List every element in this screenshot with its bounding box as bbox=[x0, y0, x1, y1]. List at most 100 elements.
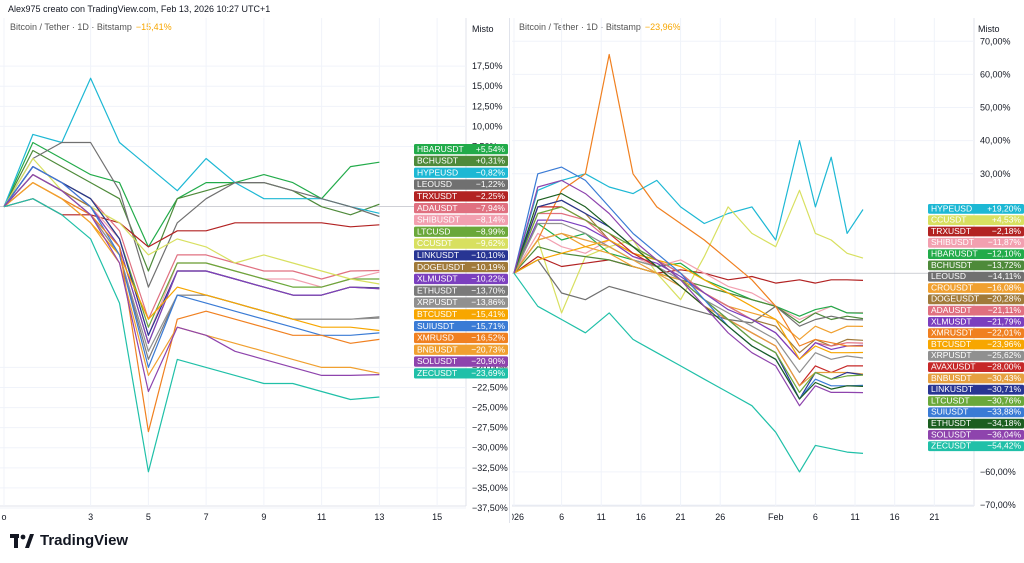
right-series-label-bg bbox=[928, 441, 1024, 452]
left-series-label-dogeusdt[interactable]: DOGEUSDT −10,19% bbox=[414, 262, 508, 273]
left-series-label-zecusdt[interactable]: ZECUSDT −23,69% bbox=[414, 368, 508, 379]
right-series-label-dogeusdt[interactable]: DOGEUSDT −20,28% bbox=[928, 294, 1024, 305]
left-series-value: −0,82% bbox=[476, 167, 506, 177]
right-series-label-zecusdt[interactable]: ZECUSDT −54,42% bbox=[928, 441, 1024, 452]
right-y-tick-label: 70,00% bbox=[980, 36, 1011, 46]
right-series-label-crousdt[interactable]: CROUSDT −16,08% bbox=[928, 282, 1024, 293]
left-series-label-bg bbox=[414, 203, 508, 214]
right-series-ccusdt[interactable] bbox=[513, 189, 864, 314]
right-series-name: XMRUSDT bbox=[931, 328, 973, 338]
left-series-trxusdt[interactable] bbox=[3, 198, 380, 248]
left-series-label-bnbusdt[interactable]: BNBUSDT −20,73% bbox=[414, 344, 508, 355]
left-series-label-xlmusdt[interactable]: XLMUSDT −10,22% bbox=[414, 274, 508, 285]
left-series-name: ETHUSDT bbox=[417, 285, 457, 295]
right-series-label-btcusdt[interactable]: BTCUSDT −23,96% bbox=[928, 339, 1024, 350]
left-series-label-bg bbox=[414, 144, 508, 155]
right-series-label-bnbusdt[interactable]: BNBUSDT −30,43% bbox=[928, 373, 1024, 384]
left-series-linkusdt[interactable] bbox=[3, 166, 380, 336]
right-series-label-bg bbox=[928, 418, 1024, 429]
left-chart-pane[interactable]: Bitcoin / Tether · 1D · Bitstamp −15,41% … bbox=[0, 0, 508, 530]
left-series-label-hypeusd[interactable]: HYPEUSD −0,82% bbox=[414, 167, 508, 178]
left-series-leousd[interactable] bbox=[3, 141, 380, 288]
right-chart-pane[interactable]: Bitcoin / Tether · 1D · Bitstamp −23,96% … bbox=[512, 0, 1024, 530]
left-series-label-hbarusdt[interactable]: HBARUSDT +5,54% bbox=[414, 144, 508, 155]
right-series-label-avaxusdt[interactable]: AVAXUSDT −28,00% bbox=[928, 362, 1024, 373]
footer-logo[interactable]: TradingView bbox=[10, 532, 128, 549]
left-series-ccusdt[interactable] bbox=[3, 157, 380, 285]
left-series-label-bg bbox=[414, 214, 508, 226]
left-series-label-bg bbox=[414, 226, 508, 237]
right-series-bchusdt[interactable] bbox=[513, 246, 864, 324]
right-scale-mode[interactable]: Misto bbox=[978, 24, 1000, 34]
right-series-label-bchusdt[interactable]: BCHUSDT −13,72% bbox=[928, 260, 1024, 271]
left-series-label-ccusdt[interactable]: CCUSDT −9,62% bbox=[414, 238, 508, 249]
left-series-label-trxusdt[interactable]: TRXUSDT −2,25% bbox=[414, 191, 508, 202]
left-series-value: −13,86% bbox=[471, 297, 505, 307]
right-series-label-hypeusd[interactable]: HYPEUSD +19,20% bbox=[928, 203, 1024, 214]
left-series-label-xrpusdt[interactable]: XRPUSDT −13,86% bbox=[414, 297, 508, 308]
left-series-label-bg bbox=[414, 356, 508, 367]
right-series-label-xmrusdt[interactable]: XMRUSDT −22,01% bbox=[928, 328, 1024, 339]
right-series-value: −30,71% bbox=[987, 384, 1021, 394]
right-series-leousd[interactable] bbox=[513, 259, 864, 327]
right-series-label-xrpusdt[interactable]: XRPUSDT −25,62% bbox=[928, 350, 1024, 361]
left-series-label-leousd[interactable]: LEOUSD −1,22% bbox=[414, 179, 508, 190]
left-y-tick-label: 10,00% bbox=[472, 121, 503, 131]
right-series-shibusdt[interactable] bbox=[513, 232, 864, 321]
right-series-label-shibusdt[interactable]: SHIBUSDT −11,87% bbox=[928, 237, 1024, 248]
left-series-btcusdt[interactable] bbox=[3, 182, 380, 332]
left-series-label-ethusdt[interactable]: ETHUSDT −13,70% bbox=[414, 285, 508, 296]
right-series-label-suiusdt[interactable]: SUIUSDT −33,88% bbox=[928, 407, 1024, 418]
left-series-value: −20,90% bbox=[471, 356, 505, 366]
left-series-label-bchusdt[interactable]: BCHUSDT +0,31% bbox=[414, 156, 508, 167]
right-series-name: LTCUSDT bbox=[931, 395, 970, 405]
left-series-zecusdt[interactable] bbox=[3, 198, 380, 473]
left-scale-mode[interactable]: Misto bbox=[472, 24, 494, 34]
left-series-xmrusd[interactable] bbox=[3, 182, 380, 433]
right-series-bnbusdt[interactable] bbox=[513, 232, 864, 387]
right-series-linkusdt[interactable] bbox=[513, 199, 864, 400]
right-series-label-bg bbox=[928, 294, 1024, 305]
right-series-suiusdt[interactable] bbox=[513, 166, 864, 400]
right-series-label-ccusdt[interactable]: CCUSDT +4,53% bbox=[928, 215, 1024, 226]
right-series-btcusdt[interactable] bbox=[513, 239, 864, 360]
left-y-tick-label: −25,00% bbox=[472, 403, 508, 413]
left-series-value: +0,31% bbox=[476, 156, 506, 166]
left-series-dogeusdt[interactable] bbox=[3, 174, 380, 344]
right-series-value: −34,18% bbox=[987, 418, 1021, 428]
left-series-label-xmrusd[interactable]: XMRUSD −16,52% bbox=[414, 333, 508, 344]
right-series-hypeusd[interactable] bbox=[513, 140, 864, 274]
left-series-label-shibusdt[interactable]: SHIBUSDT −8,14% bbox=[414, 215, 508, 226]
left-series-label-solusdt[interactable]: SOLUSDT −20,90% bbox=[414, 356, 508, 367]
left-series-value: −8,14% bbox=[476, 215, 506, 225]
left-series-bchusdt[interactable] bbox=[3, 149, 380, 272]
left-series-solusdt[interactable] bbox=[3, 174, 380, 393]
left-series-label-adausdt[interactable]: ADAUSDT −7,94% bbox=[414, 203, 508, 214]
right-series-label-leousd[interactable]: LEOUSD −14,11% bbox=[928, 271, 1024, 282]
left-series-hbarusdt[interactable] bbox=[3, 141, 380, 248]
left-series-label-btcusdt[interactable]: BTCUSDT −15,41% bbox=[414, 309, 508, 320]
right-series-label-linkusdt[interactable]: LINKUSDT −30,71% bbox=[928, 384, 1024, 395]
right-series-xlmusdt[interactable] bbox=[513, 219, 864, 360]
left-series-label-ltcusd[interactable]: LTCUSD −8,99% bbox=[414, 226, 508, 237]
left-series-suiusdt[interactable] bbox=[3, 166, 380, 368]
right-series-label-hbarusdt[interactable]: HBARUSDT −12,10% bbox=[928, 249, 1024, 260]
right-series-label-trxusdt[interactable]: TRXUSDT −2,18% bbox=[928, 226, 1024, 237]
right-series-label-ltcusdt[interactable]: LTCUSDT −30,76% bbox=[928, 395, 1024, 406]
right-series-label-ethusdt[interactable]: ETHUSDT −34,18% bbox=[928, 418, 1024, 429]
left-series-label-suiusdt[interactable]: SUIUSDT −15,71% bbox=[414, 321, 508, 332]
right-series-label-xlmusdt[interactable]: XLMUSDT −21,79% bbox=[928, 316, 1024, 327]
right-series-ethusdt[interactable] bbox=[513, 193, 864, 400]
right-series-zecusdt[interactable] bbox=[513, 272, 864, 473]
right-series-value: −12,10% bbox=[987, 249, 1021, 259]
right-series-label-solusdt[interactable]: SOLUSDT −36,04% bbox=[928, 429, 1024, 440]
left-series-hypeusd[interactable] bbox=[3, 77, 380, 214]
right-series-solusdt[interactable] bbox=[513, 179, 864, 407]
right-series-value: −21,79% bbox=[987, 316, 1021, 326]
right-title-change: −23,96% bbox=[644, 22, 681, 32]
right-series-xmrusdt[interactable] bbox=[513, 53, 864, 347]
right-series-label-adausdt[interactable]: ADAUSDT −21,11% bbox=[928, 305, 1024, 316]
pane-divider bbox=[509, 18, 510, 523]
left-series-name: XMRUSD bbox=[417, 333, 454, 343]
left-series-label-linkusdt[interactable]: LINKUSDT −10,10% bbox=[414, 250, 508, 261]
